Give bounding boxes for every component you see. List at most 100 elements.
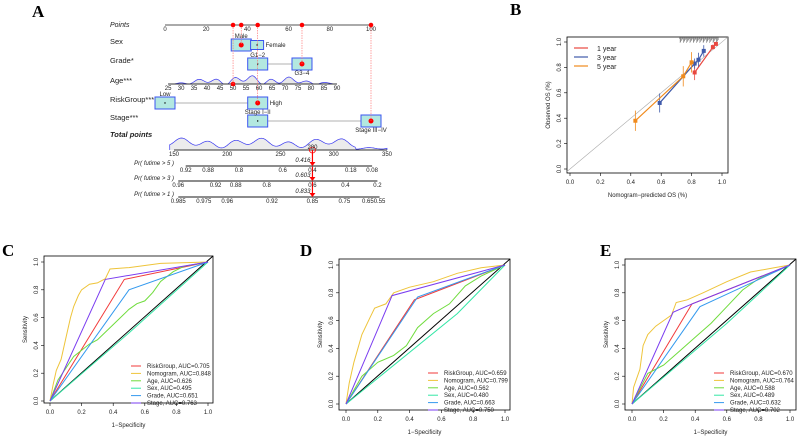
- probability-tick: 0.55: [374, 199, 386, 205]
- calibration-point: [696, 57, 701, 62]
- total-tick: 350: [382, 152, 393, 158]
- roc-e-y-tick-label: 0.2: [615, 371, 621, 380]
- roc-panel-c: 0.0 0.2 0.4 0.6 0.8 1.0 0.0 0.2 0.4 0.6 0.8 1.0 1−Sp…: [23, 255, 214, 429]
- probability-tick: 0.4: [341, 183, 350, 189]
- roc-e-roc-curve: [631, 264, 791, 405]
- nomogram-panel: Points 0 20 40 60 80 100 Sex Male Female Grade* G1−…: [110, 22, 393, 205]
- calibration-y-tick-label: 0.2: [557, 139, 563, 148]
- age-tick: 85: [321, 86, 328, 92]
- total-tick: 300: [329, 152, 340, 158]
- level-label: Low: [159, 92, 171, 98]
- roc-c-roc-curve: [49, 261, 209, 402]
- variable-label: RiskGroup***: [110, 95, 154, 104]
- legend-label: 3 year: [597, 55, 617, 62]
- probability-tick: 0.985: [171, 199, 187, 205]
- roc-d-x-tick-label: 0.6: [437, 417, 446, 423]
- panel-letter-a: A: [32, 2, 45, 21]
- total-tick: 200: [222, 152, 233, 158]
- age-tick: 80: [308, 86, 315, 92]
- roc-d-y-tick-label: 0.6: [329, 316, 335, 325]
- calibration-point: [689, 60, 694, 65]
- roc-e-y-tick-label: 1.0: [615, 260, 621, 269]
- roc-d-x-tick-label: 0.4: [405, 417, 414, 423]
- roc-e-roc-curve: [631, 264, 791, 405]
- probability-tick: 0.75: [339, 199, 351, 205]
- roc-d-x-tick-label: 1.0: [501, 417, 510, 423]
- roc-e-legend-label: Age, AUC=0.588: [730, 386, 776, 392]
- calibration-x-tick-label: 0.8: [687, 180, 696, 186]
- roc-e-reference-diagonal: [631, 258, 797, 405]
- roc-d-legend-label: Stage, AUC=0.750: [444, 408, 495, 414]
- roc-e-legend-label: Sex, AUC=0.489: [730, 393, 775, 399]
- level-label: Stage III−IV: [355, 128, 387, 134]
- roc-c-y-tick-label: 1.0: [34, 257, 40, 266]
- probability-value: 0.416: [295, 158, 311, 164]
- probability-tick: 0.2: [373, 183, 382, 189]
- level-label: Male: [235, 34, 249, 40]
- probability-arrow: [309, 162, 316, 166]
- age-tick: 90: [334, 86, 341, 92]
- selected-point-marker: [238, 42, 244, 48]
- roc-c-reference-diagonal: [49, 255, 214, 402]
- roc-c-legend-label: Stage, AUC=0.763: [147, 401, 198, 407]
- roc-c-legend-label: Age, AUC=0.626: [147, 379, 193, 385]
- variable-label: Grade*: [110, 56, 134, 65]
- calibration-point: [681, 74, 686, 79]
- roc-e-x-tick-label: 0.8: [754, 417, 763, 423]
- probability-arrow: [309, 177, 316, 181]
- roc-d-roc-curve: [345, 264, 506, 405]
- roc-e-x-tick-label: 0.2: [659, 417, 668, 423]
- age-tick: 35: [191, 86, 198, 92]
- roc-d-roc-curve: [345, 264, 506, 405]
- total-points-label: Total points: [110, 130, 152, 139]
- roc-d-roc-curve: [345, 264, 506, 405]
- roc-c-x-axis-label: 1−Specificity: [112, 423, 146, 429]
- roc-c-legend-label: RiskGroup, AUC=0.705: [147, 364, 210, 370]
- total-tick: 250: [275, 152, 286, 158]
- calibration-plot-frame: [566, 36, 729, 174]
- roc-e-x-tick-label: 1.0: [786, 417, 795, 423]
- probability-tick: 0.6: [308, 183, 317, 189]
- roc-d-y-tick-label: 0.8: [329, 288, 335, 297]
- roc-d-y-tick-label: 1.0: [329, 260, 335, 269]
- total-selected-value: 280: [307, 145, 318, 151]
- roc-c-roc-curve: [49, 261, 209, 402]
- selected-points-dot: [368, 22, 374, 28]
- roc-e-y-tick-label: 0.6: [615, 316, 621, 325]
- panel-letter-d: D: [300, 241, 312, 260]
- roc-c-y-tick-label: 0.4: [34, 341, 40, 350]
- age-tick: 50: [230, 86, 237, 92]
- probability-tick: 0.975: [196, 199, 212, 205]
- age-tick: 60: [256, 86, 263, 92]
- probability-tick: 0.85: [307, 199, 319, 205]
- probability-tick: 0.6: [278, 168, 287, 174]
- level-label: Stage I−II: [245, 110, 271, 116]
- roc-d-y-tick-label: 0.2: [329, 371, 335, 380]
- ideal-diagonal: [566, 36, 729, 172]
- probability-tick: 0.8: [262, 183, 271, 189]
- level-label: G1−2: [250, 53, 266, 59]
- probability-tick: 0.88: [230, 183, 242, 189]
- roc-d-legend-label: RiskGroup, AUC=0.659: [444, 371, 507, 377]
- calibration-point: [692, 70, 697, 75]
- calibration-y-tick-label: 0.4: [557, 113, 563, 122]
- roc-c-y-tick-label: 0.8: [34, 285, 40, 294]
- selected-points-dot: [299, 22, 305, 28]
- roc-e-y-tick-label: 0.4: [615, 344, 621, 353]
- probability-tick: 0.65: [362, 199, 374, 205]
- probability-arrow: [309, 193, 316, 197]
- roc-d-x-tick-label: 0.2: [374, 417, 383, 423]
- roc-panel-e: 0.0 0.2 0.4 0.6 0.8 1.0 0.0 0.2 0.4 0.6 0.8 1.0 1−Sp…: [604, 258, 797, 436]
- roc-e-roc-curve: [631, 264, 791, 405]
- roc-c-legend-label: Nomogram, AUC=0.848: [147, 371, 212, 377]
- calibration-y-tick-label: 1.0: [557, 37, 563, 46]
- roc-d-x-tick-label: 0.8: [469, 417, 478, 423]
- age-density: [168, 75, 338, 85]
- roc-c-x-tick-label: 0.0: [46, 410, 55, 416]
- legend-label: 1 year: [597, 46, 617, 53]
- roc-c-roc-curve: [49, 261, 209, 402]
- level-marker: [164, 102, 166, 104]
- roc-c-roc-curve: [49, 261, 209, 402]
- roc-c-roc-curve: [49, 261, 209, 402]
